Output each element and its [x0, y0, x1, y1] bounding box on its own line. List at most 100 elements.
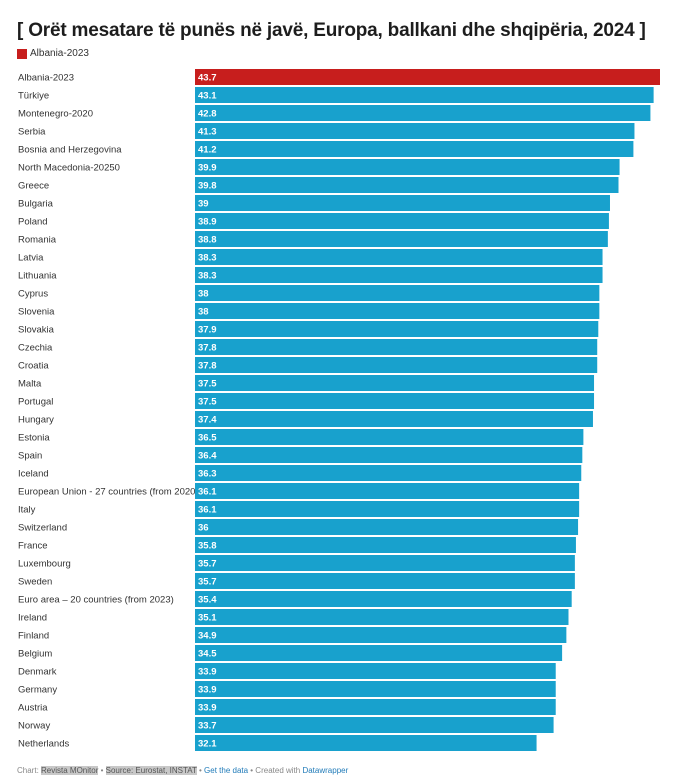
value-label: 35.8	[198, 541, 217, 552]
bar-chart: Albania-2023 43.7 Türkiye 43.1 Montenegro-20…	[18, 69, 660, 751]
value-label: 38	[198, 289, 209, 300]
bar	[195, 663, 556, 679]
category-label: Croatia	[18, 361, 49, 372]
category-label: North Macedonia-20250	[18, 163, 120, 174]
bar	[195, 69, 660, 85]
category-label: Iceland	[18, 469, 49, 480]
bar	[195, 195, 610, 211]
value-label: 42.8	[198, 109, 217, 120]
category-label: Euro area – 20 countries (from 2023)	[18, 595, 174, 606]
value-label: 36	[198, 523, 209, 534]
bar	[195, 321, 599, 337]
chart-title: [ Orët mesatare të punës në javë, Europa…	[17, 20, 646, 41]
bar	[195, 429, 584, 445]
category-label: France	[18, 541, 48, 552]
category-label: Italy	[18, 505, 36, 516]
category-label: Lithuania	[18, 271, 57, 282]
bar	[195, 447, 583, 463]
legend: Albania-2023	[17, 48, 89, 59]
value-label: 38.8	[198, 235, 217, 246]
category-label: Spain	[18, 451, 42, 462]
category-label: Albania-2023	[18, 73, 74, 84]
bar	[195, 375, 595, 391]
value-label: 38.9	[198, 217, 217, 228]
bar	[195, 231, 608, 247]
bar	[195, 249, 603, 265]
value-label: 37.5	[198, 379, 217, 390]
category-label: Hungary	[18, 415, 54, 426]
value-label: 36.5	[198, 433, 217, 444]
bar	[195, 213, 609, 229]
category-label: Bosnia and Herzegovina	[18, 145, 122, 156]
bar	[195, 699, 556, 715]
category-label: Malta	[18, 379, 42, 390]
category-label: Germany	[18, 685, 57, 696]
value-label: 35.7	[198, 559, 217, 570]
category-label: Türkiye	[18, 91, 49, 102]
value-label: 36.3	[198, 469, 217, 480]
category-label: Estonia	[18, 433, 50, 444]
category-label: Greece	[18, 181, 49, 192]
bar	[195, 465, 582, 481]
value-label: 38.3	[198, 271, 217, 282]
value-label: 34.9	[198, 631, 217, 642]
category-label: Luxembourg	[18, 559, 71, 570]
value-label: 37.5	[198, 397, 217, 408]
bar	[195, 123, 635, 139]
value-label: 33.9	[198, 685, 217, 696]
bar	[195, 519, 579, 535]
value-label: 41.3	[198, 127, 217, 138]
legend-swatch	[17, 48, 27, 59]
value-label: 37.8	[198, 343, 217, 354]
value-label: 37.9	[198, 325, 217, 336]
category-label: Netherlands	[18, 739, 69, 750]
bar	[195, 87, 654, 103]
bar	[195, 555, 575, 571]
value-label: 34.5	[198, 649, 217, 660]
category-label: Montenegro-2020	[18, 109, 93, 120]
category-label: Finland	[18, 631, 49, 642]
bar	[195, 735, 537, 751]
value-label: 36.1	[198, 505, 217, 516]
value-label: 39.9	[198, 163, 217, 174]
bar	[195, 681, 556, 697]
bar	[195, 357, 598, 373]
bar	[195, 645, 563, 661]
category-label: Czechia	[18, 343, 53, 354]
category-label: Portugal	[18, 397, 53, 408]
category-label: Denmark	[18, 667, 57, 678]
category-label: Ireland	[18, 613, 47, 624]
category-label: Switzerland	[18, 523, 67, 534]
value-label: 36.1	[198, 487, 217, 498]
value-label: 33.7	[198, 721, 217, 732]
category-label: Cyprus	[18, 289, 48, 300]
category-label: Austria	[18, 703, 48, 714]
value-label: 43.7	[198, 73, 217, 84]
bar	[195, 411, 593, 427]
bar	[195, 393, 595, 409]
bar	[195, 177, 619, 193]
value-label: 37.4	[198, 415, 217, 426]
bar	[195, 303, 600, 319]
category-label: Latvia	[18, 253, 44, 264]
get-the-data-link[interactable]: Get the data	[204, 766, 249, 775]
category-label: Sweden	[18, 577, 52, 588]
value-label: 35.4	[198, 595, 217, 606]
value-label: 38	[198, 307, 209, 318]
value-label: 32.1	[198, 739, 217, 750]
category-label: Serbia	[18, 127, 46, 138]
datawrapper-link[interactable]: Datawrapper	[302, 766, 349, 775]
bar	[195, 285, 600, 301]
bar	[195, 483, 580, 499]
category-label: Norway	[18, 721, 50, 732]
value-label: 43.1	[198, 91, 217, 102]
bar	[195, 627, 567, 643]
footer-chart-prefix: Chart:	[17, 766, 42, 775]
category-label: Poland	[18, 217, 48, 228]
bar	[195, 537, 576, 553]
footer-author: Revista MOnitor	[41, 766, 99, 775]
legend-label: Albania-2023	[30, 48, 89, 59]
category-label: European Union - 27 countries (from 2020…	[18, 487, 199, 498]
category-label: Belgium	[18, 649, 52, 660]
